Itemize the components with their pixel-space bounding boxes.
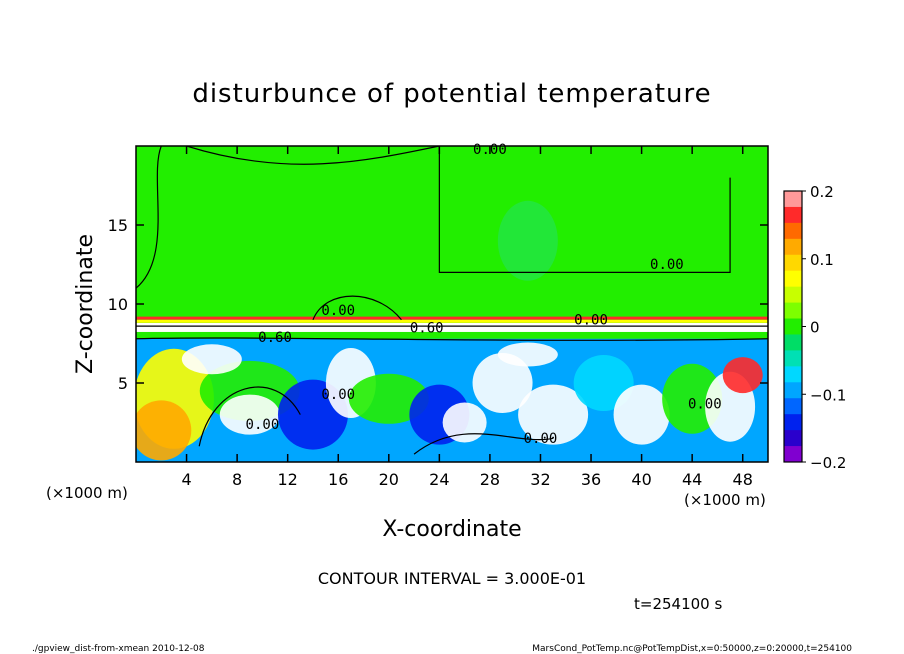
x-tick-label: 32 xyxy=(530,470,550,489)
contour-label: 0.60 xyxy=(410,320,444,336)
contour-line xyxy=(136,146,162,289)
x-unit-note-left: (×1000 m) xyxy=(46,484,128,502)
heatmap-field xyxy=(136,146,768,462)
x-tick-label: 16 xyxy=(328,470,348,489)
colorbar-segment xyxy=(784,334,802,351)
warm-band xyxy=(136,316,768,320)
time-label: t=254100 s xyxy=(634,595,722,613)
contour-line xyxy=(438,146,731,273)
colorbar-tick-label: 0 xyxy=(810,319,820,337)
colorbar-segment xyxy=(784,366,802,383)
colorbar-segment xyxy=(784,382,802,399)
contour-lines xyxy=(136,146,768,455)
colorbar-tick-label: 0.2 xyxy=(810,183,834,201)
x-tick-label: 4 xyxy=(181,470,191,489)
contour-line xyxy=(136,337,768,341)
colorbar-segment xyxy=(784,206,802,224)
colorbar-segment xyxy=(784,446,802,463)
y-axis-label: Z-coordinate xyxy=(73,234,98,374)
contour-label: 0.00 xyxy=(321,303,355,319)
contour-label: 0.00 xyxy=(524,431,558,447)
colorbar-segment xyxy=(784,286,802,304)
contour-line xyxy=(413,433,554,455)
x-axis: 4 8 12 16 20 24 28 32 36 40 44 48 xyxy=(181,146,753,489)
field-blob xyxy=(181,344,242,375)
contour-label: 0.00 xyxy=(650,257,684,273)
colorbar-segment xyxy=(784,191,802,208)
colorbar-tick-label: −0.2 xyxy=(810,454,846,472)
field-blob xyxy=(442,402,487,443)
white-band xyxy=(136,322,768,332)
colorbar-segment xyxy=(784,414,802,431)
x-tick-label: 12 xyxy=(278,470,298,489)
contour-label: 0.60 xyxy=(258,330,292,346)
colorbar-segment xyxy=(784,430,802,447)
x-tick-label: 44 xyxy=(682,470,702,489)
contour-line xyxy=(312,295,402,321)
footer-left: ./gpview_dist-from-xmean 2010-12-08 xyxy=(32,644,205,654)
colorbar-segment xyxy=(784,254,802,272)
plot-area xyxy=(136,146,768,462)
colorbar-tick-labels: 0.2 0.1 0 −0.1 −0.2 xyxy=(802,183,846,472)
contour-labels: 0.000.000.000.600.600.000.000.000.000.00 xyxy=(246,142,722,447)
colorbar-segment xyxy=(784,318,802,335)
y-tick-label: 5 xyxy=(118,374,128,393)
x-tick-label: 40 xyxy=(631,470,651,489)
contour-line xyxy=(198,386,301,447)
colorbar-segment xyxy=(784,398,802,415)
field-patch xyxy=(497,200,558,281)
field-blob xyxy=(348,373,429,424)
field-blob xyxy=(497,342,558,367)
contour-line xyxy=(186,146,440,165)
colorbar-tick-label: 0.1 xyxy=(810,251,834,269)
x-unit-note-right: (×1000 m) xyxy=(684,491,766,509)
warm-band xyxy=(136,319,768,323)
field-blob xyxy=(136,400,192,461)
x-tick-label: 28 xyxy=(480,470,500,489)
field-blob xyxy=(472,353,533,413)
x-tick-label: 24 xyxy=(429,470,449,489)
field-blob xyxy=(573,355,634,411)
x-tick-label: 20 xyxy=(379,470,399,489)
contour-label: 0.00 xyxy=(321,387,355,403)
colorbar-segment xyxy=(784,222,802,240)
chart-title: disturbunce of potential temperature xyxy=(192,79,711,109)
contour-label: 0.00 xyxy=(688,396,722,412)
x-axis-label: X-coordinate xyxy=(382,517,521,542)
contour-label: 0.00 xyxy=(574,313,608,329)
colorbar-segment xyxy=(784,270,802,288)
contour-interval-text: CONTOUR INTERVAL = 3.000E-01 xyxy=(318,569,586,588)
field-blob xyxy=(518,384,589,445)
colorbar xyxy=(783,190,803,463)
colorbar-segment xyxy=(784,350,802,367)
y-tick-label: 15 xyxy=(108,216,128,235)
field-blob xyxy=(722,357,763,394)
field-blob xyxy=(613,384,670,445)
x-tick-label: 8 xyxy=(232,470,242,489)
y-axis: 5 10 15 xyxy=(108,216,768,393)
field-blob xyxy=(219,394,280,435)
colorbar-segment xyxy=(784,238,802,256)
x-tick-label: 48 xyxy=(733,470,753,489)
footer-right: MarsCond_PotTemp.nc@PotTempDist,x=0:5000… xyxy=(532,644,852,654)
contour-label: 0.00 xyxy=(246,417,280,433)
x-tick-label: 36 xyxy=(581,470,601,489)
colorbar-tick-label: −0.1 xyxy=(810,386,846,404)
colorbar-segment xyxy=(784,302,802,320)
y-tick-label: 10 xyxy=(108,295,128,314)
